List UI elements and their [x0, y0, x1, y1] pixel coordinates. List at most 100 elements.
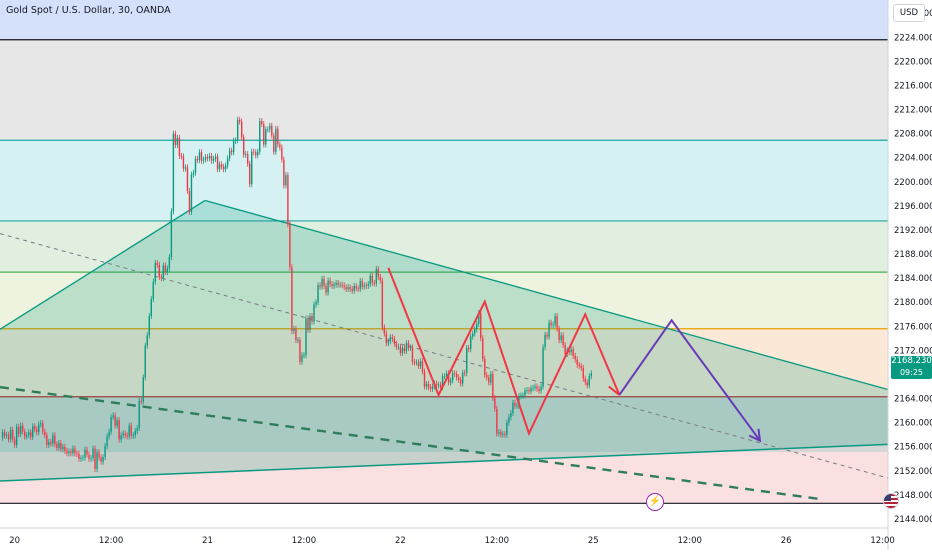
candle-body — [500, 432, 502, 435]
candle-body — [46, 435, 48, 445]
price-tick-label: 2148.000 — [894, 491, 932, 501]
candle-body — [564, 344, 566, 355]
candle-body — [413, 361, 416, 363]
candle-body — [230, 150, 233, 153]
candle-body — [40, 423, 42, 425]
pattern-overlays[interactable] — [387, 267, 762, 443]
candle-body — [353, 285, 355, 291]
candle-body — [586, 382, 588, 386]
zone-cyan — [0, 140, 888, 221]
candle-body — [295, 328, 297, 341]
time-axis-background[interactable] — [0, 528, 888, 550]
lightning-alert-icon[interactable]: ⚡ — [646, 493, 664, 511]
time-tick-label: 12:00 — [870, 536, 895, 546]
candle-body — [506, 422, 508, 435]
candle-body — [419, 361, 422, 367]
bar-countdown: 09:25 — [899, 368, 924, 377]
candle-body — [198, 152, 201, 161]
candle-body — [437, 384, 440, 386]
time-tick-label: 21 — [202, 536, 213, 546]
price-tick-label: 2200.000 — [894, 178, 932, 188]
candle-body — [116, 420, 118, 426]
candle-body — [140, 400, 142, 402]
projection-arrowhead[interactable] — [748, 428, 762, 443]
candle-body — [152, 281, 154, 300]
triangle-lower-edge[interactable] — [0, 443, 888, 482]
candle-body — [150, 299, 152, 317]
candle-body — [78, 453, 80, 459]
candle-body — [291, 267, 293, 332]
candle-body — [373, 282, 375, 284]
candle-body — [138, 400, 140, 429]
candle-body — [88, 454, 90, 459]
currency-button[interactable]: USD — [893, 4, 925, 22]
pattern-zigzag[interactable] — [387, 267, 621, 437]
candle-body — [188, 190, 191, 212]
candle-body — [578, 364, 580, 367]
candle-body — [283, 159, 285, 186]
candle-body — [192, 172, 195, 175]
candle-body — [62, 446, 64, 450]
candle-body — [393, 338, 396, 344]
candle-body — [496, 408, 498, 434]
candle-body — [520, 395, 522, 397]
candle-body — [273, 135, 275, 152]
candle-body — [335, 282, 337, 285]
candle-body — [516, 405, 518, 407]
candle-body — [363, 285, 365, 287]
candle-body — [158, 264, 161, 277]
candle-body — [301, 355, 303, 362]
candle-body — [166, 268, 169, 273]
candle-body — [184, 167, 187, 169]
candle-body — [371, 275, 373, 283]
candle-body — [562, 335, 564, 345]
candle-body — [50, 441, 52, 444]
candle-body — [415, 362, 418, 364]
candle-body — [550, 322, 552, 326]
pattern-arrow[interactable] — [608, 385, 621, 396]
projection-path[interactable] — [618, 318, 761, 442]
candle-body — [395, 343, 398, 347]
candle-body — [21, 425, 24, 432]
candle-body — [508, 417, 510, 423]
candle-body — [305, 318, 307, 356]
candle-body — [488, 377, 490, 383]
triangle-upper-edge[interactable] — [204, 199, 888, 391]
candle-body — [544, 334, 546, 348]
candle-body — [202, 159, 205, 161]
candle-body — [48, 441, 50, 445]
candle-body — [206, 157, 209, 159]
candle-body — [293, 328, 295, 332]
candle-body — [453, 373, 456, 375]
candle-body — [526, 390, 528, 391]
candle-body — [249, 163, 251, 185]
candle-body — [558, 328, 560, 341]
candle-body — [381, 280, 384, 328]
candle-body — [357, 288, 359, 290]
candle-body — [255, 152, 257, 156]
candle-body — [120, 435, 122, 440]
candle-body — [182, 156, 185, 169]
candle-body — [311, 316, 313, 322]
candle-body — [130, 425, 132, 436]
candle-body — [570, 349, 572, 353]
candle-body — [365, 285, 367, 287]
drawings[interactable] — [0, 199, 888, 501]
time-tick-label: 22 — [395, 536, 406, 546]
candle-body — [327, 280, 329, 293]
candle-body — [76, 453, 78, 455]
candle-body — [397, 346, 400, 348]
candle-body — [90, 458, 92, 459]
candle-body — [168, 257, 171, 269]
price-axis-background[interactable] — [888, 0, 932, 550]
candle-body — [238, 119, 241, 122]
trendline-dashed-thin[interactable] — [0, 233, 888, 479]
candle-body — [92, 448, 94, 459]
candle-body — [180, 155, 183, 157]
candle-body — [369, 275, 371, 285]
candle-body — [56, 444, 58, 448]
trendline-dashed-thick[interactable] — [0, 385, 821, 501]
